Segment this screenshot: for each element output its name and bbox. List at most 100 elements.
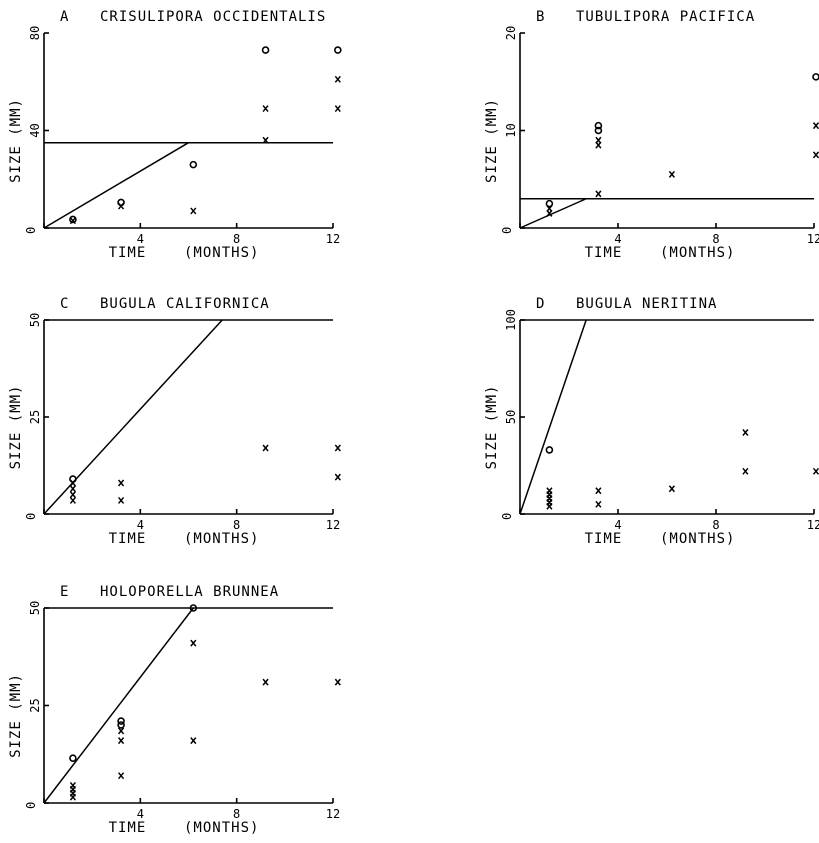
data-point-x <box>334 444 341 452</box>
x-tick-label: 12 <box>326 518 340 532</box>
x-tick-label: 8 <box>233 807 240 821</box>
data-point-circle <box>117 721 125 729</box>
data-point-x <box>117 737 125 745</box>
panel-b: B TUBULIPORA PACIFICA 0 4 8 12 10 20 SIZE (MM) TI… <box>484 9 819 261</box>
data-point-x <box>812 122 819 130</box>
data-point-x <box>69 793 76 801</box>
data-point-x <box>546 209 553 217</box>
x-tick-label: 8 <box>233 232 240 246</box>
y-tick-label: 50 <box>28 313 42 327</box>
y-axis-label: SIZE (MM) <box>8 385 24 470</box>
x-tick-label: 8 <box>712 232 719 246</box>
data-point-x <box>190 737 197 745</box>
panel-title: BUGULA NERITINA <box>576 296 717 312</box>
data-point-x <box>668 485 675 493</box>
data-point-x <box>595 190 602 198</box>
y-tick-label: 10 <box>504 123 518 137</box>
x-tick-label: 4 <box>137 518 144 532</box>
data-point-x <box>334 473 341 481</box>
x-tick-label: 0 <box>24 802 38 809</box>
x-tick-label: 0 <box>24 227 38 234</box>
data-point-x <box>69 217 76 225</box>
data-point-x <box>595 487 602 495</box>
y-tick-label: 25 <box>28 410 42 424</box>
growth-line <box>43 607 194 804</box>
data-point-x <box>546 502 553 510</box>
x-tick-label: 4 <box>137 232 144 246</box>
data-point-circle <box>117 717 125 725</box>
data-point-x <box>334 105 341 113</box>
panel-title: BUGULA CALIFORNICA <box>100 296 270 312</box>
panel-a: A CRISULIPORA OCCIDENTALIS 0 4 8 12 40 80 SIZE (… <box>8 9 342 261</box>
data-point-x <box>117 496 125 504</box>
y-tick-label: 25 <box>28 698 42 712</box>
data-point-circle <box>189 160 198 169</box>
y-tick-label: 100 <box>504 309 518 331</box>
panel-letter: A <box>60 9 69 25</box>
growth-line <box>519 198 587 229</box>
data-point-circle <box>545 446 554 454</box>
x-tick-label: 0 <box>24 513 38 520</box>
data-point-circle <box>334 46 342 54</box>
growth-line <box>43 142 189 229</box>
data-point-x <box>117 202 125 210</box>
data-point-x <box>262 444 269 452</box>
x-tick-label: 0 <box>500 513 514 520</box>
data-point-x <box>262 105 269 113</box>
x-axis-label: TIME (MONTHS) <box>585 245 736 261</box>
data-point-circle <box>594 126 603 135</box>
x-axis-label: TIME (MONTHS) <box>109 245 260 261</box>
data-point-x <box>262 678 269 686</box>
x-tick-label: 4 <box>614 232 621 246</box>
data-point-circle <box>69 754 77 762</box>
data-point-circle <box>69 215 77 224</box>
x-tick-label: 4 <box>137 807 144 821</box>
data-point-circle <box>261 46 270 54</box>
panel-title: HOLOPORELLA BRUNNEA <box>100 584 279 600</box>
x-axis-label: TIME (MONTHS) <box>585 531 736 547</box>
data-point-x <box>742 467 749 475</box>
panel-title: CRISULIPORA OCCIDENTALIS <box>100 9 326 25</box>
panel-title: TUBULIPORA PACIFICA <box>576 9 755 25</box>
y-axis-label: SIZE (MM) <box>484 98 500 183</box>
data-point-circle <box>545 199 554 208</box>
data-point-x <box>595 141 602 149</box>
x-tick-label: 8 <box>712 518 719 532</box>
x-tick-label: 8 <box>233 518 240 532</box>
x-tick-label: 12 <box>807 232 819 246</box>
x-axis-label: TIME (MONTHS) <box>109 820 260 836</box>
x-tick-label: 4 <box>614 518 621 532</box>
y-axis-label: SIZE (MM) <box>8 98 24 183</box>
y-tick-label: 80 <box>28 26 42 40</box>
data-point-circle <box>594 121 603 130</box>
data-point-x <box>69 485 76 493</box>
x-axis-label: TIME (MONTHS) <box>109 531 260 547</box>
panel-letter: E <box>60 584 69 600</box>
panel-d: D BUGULA NERITINA 0 4 8 12 50 100 SIZE (MM) TIME … <box>484 296 819 547</box>
data-point-x <box>742 429 749 437</box>
data-point-x <box>69 496 76 504</box>
panel-letter: D <box>536 296 545 312</box>
y-tick-label: 50 <box>504 410 518 424</box>
x-tick-label: 12 <box>326 807 340 821</box>
x-tick-label: 12 <box>326 232 340 246</box>
x-tick-label: 12 <box>807 518 819 532</box>
data-point-x <box>262 136 269 144</box>
x-tick-label: 0 <box>500 227 514 234</box>
data-point-circle <box>812 73 819 81</box>
panel-letter: C <box>60 296 69 312</box>
data-point-x <box>812 151 819 159</box>
growth-line <box>519 319 587 515</box>
data-point-x <box>69 479 76 487</box>
data-point-x <box>334 678 341 686</box>
y-tick-label: 50 <box>28 601 42 615</box>
data-point-x <box>595 500 602 508</box>
panel-c: C BUGULA CALIFORNICA 0 4 8 12 25 50 SIZE (MM) TIM… <box>8 296 341 547</box>
data-point-x <box>190 207 197 215</box>
data-point-circle <box>189 604 198 612</box>
data-point-x <box>117 727 125 735</box>
data-point-x <box>117 772 125 780</box>
y-axis-label: SIZE (MM) <box>8 673 24 758</box>
y-axis-label: SIZE (MM) <box>484 385 500 470</box>
